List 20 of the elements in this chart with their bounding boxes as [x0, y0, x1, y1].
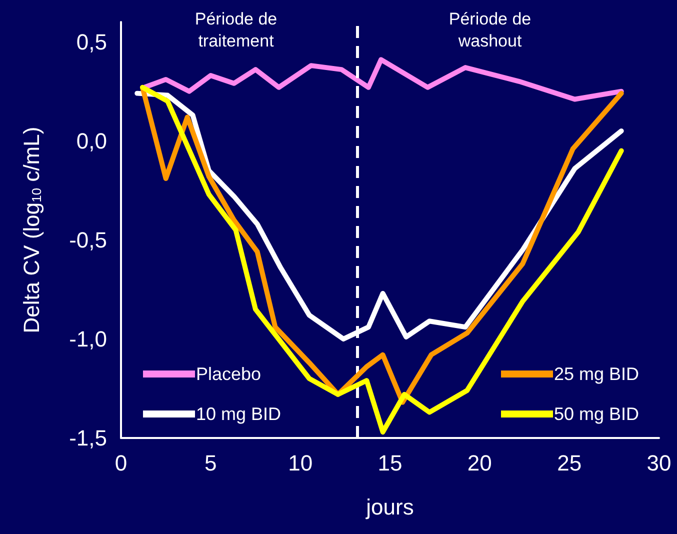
- x-tick-label: 20: [467, 450, 492, 476]
- legend-label: 10 mg BID: [196, 404, 282, 424]
- x-tick-label: 10: [288, 450, 313, 476]
- x-tick-label: 25: [557, 450, 582, 476]
- legend-label: 25 mg BID: [554, 364, 640, 384]
- annotation: Période de traitement: [194, 10, 278, 50]
- x-tick-label: 30: [646, 450, 672, 476]
- y-tick-label: 0,0: [76, 128, 107, 154]
- annotation: Période de washout: [448, 10, 532, 50]
- y-tick-label: -1,5: [69, 426, 107, 450]
- x-tick-label: 0: [114, 450, 128, 476]
- x-tick-label: 5: [204, 450, 217, 476]
- legend-label: Placebo: [196, 364, 262, 384]
- x-tick-label: 15: [378, 450, 402, 476]
- y-tick-label: -0,5: [69, 227, 107, 252]
- legend-label: 50 mg BID: [554, 404, 640, 424]
- y-tick-label: -1,0: [69, 326, 107, 352]
- y-tick-label: 0,5: [76, 29, 107, 54]
- y-axis-title: Delta CV (log10 c/mL): [19, 126, 44, 334]
- x-axis-title: jours: [365, 494, 414, 520]
